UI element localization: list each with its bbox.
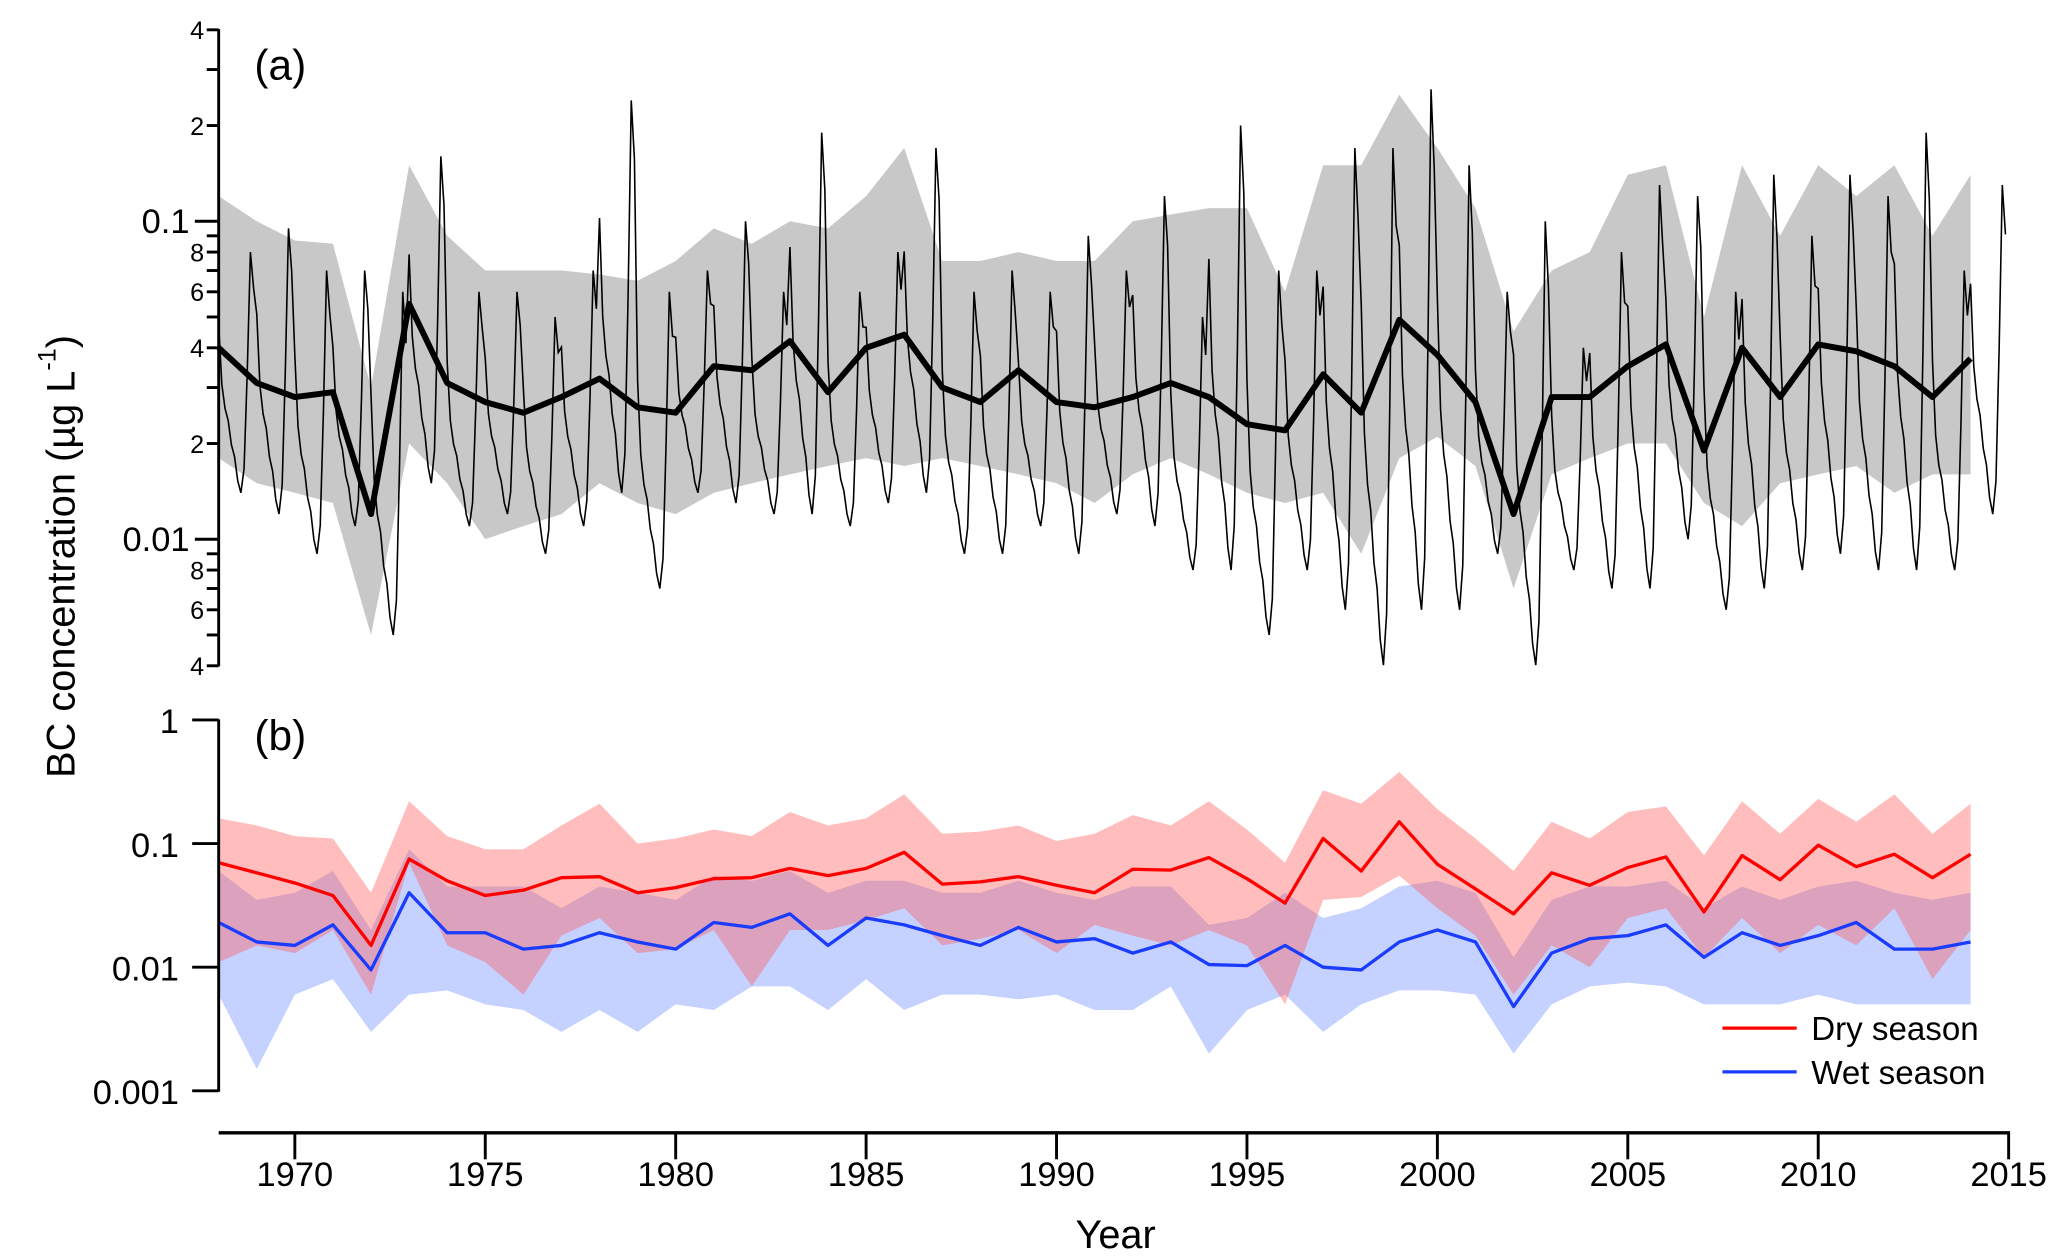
legend: Dry season Wet season — [1722, 1011, 1985, 1092]
panel-b-y-tick-label: 0.001 — [93, 1074, 179, 1112]
x-tick-label: 2010 — [1780, 1156, 1857, 1194]
panel-a-y-tick-label: 6 — [190, 597, 204, 625]
legend-dry-label: Dry season — [1811, 1011, 1978, 1048]
x-tick-label: 1985 — [828, 1156, 905, 1194]
x-tick-label: 2000 — [1399, 1156, 1476, 1194]
panel-a-y-tick-label: 8 — [190, 557, 204, 585]
panel-a-range-band — [218, 94, 1971, 635]
panel-b-line-wet — [217, 891, 1971, 1009]
panel-a-y-tick-label: 0.1 — [142, 203, 190, 241]
panel-a-y-tick-label: 4 — [190, 653, 204, 681]
panel-a-y-tick-label: 8 — [190, 239, 204, 267]
x-tick-label: 2005 — [1589, 1156, 1666, 1194]
x-axis: 1970 1975 1980 1985 1990 1995 2000 2005 2010 2015 — [218, 1131, 2047, 1194]
panel-b-line-dry — [218, 820, 1972, 948]
legend-wet-label: Wet season — [1811, 1055, 1985, 1092]
panel-b-label: (b) — [254, 712, 306, 759]
panel-a-annual-mean-line — [216, 300, 1973, 518]
panel-b-y-tick-label: 0.01 — [112, 950, 179, 988]
x-tick-label: 1970 — [257, 1156, 334, 1194]
x-axis-label: Year — [1075, 1213, 1155, 1257]
x-tick-label: 1980 — [637, 1156, 714, 1194]
panel-b: 1 0.1 0.01 0.001 — [93, 703, 1972, 1112]
y-axis-label: BC concentration (µg L-1) — [34, 335, 84, 778]
panel-a-y-tick-label: 4 — [190, 335, 204, 363]
x-tick-label: 1990 — [1018, 1156, 1095, 1194]
panel-a-monthly-line — [217, 89, 2007, 666]
panel-a-y-tick-label: 2 — [190, 431, 204, 459]
panel-a-y-tick-label: 2 — [190, 113, 204, 141]
x-tick-label: 1995 — [1209, 1156, 1286, 1194]
panel-b-y-tick-label: 0.1 — [131, 827, 179, 865]
panel-b-band-wet — [218, 849, 1971, 1070]
panel-a-y-tick-label: 0.01 — [122, 521, 189, 559]
x-tick-label: 1975 — [447, 1156, 524, 1194]
panel-a-label: (a) — [254, 41, 306, 88]
panel-b-y-tick-label: 1 — [160, 703, 179, 741]
x-tick-label: 2015 — [1970, 1156, 2047, 1194]
panel-a-y-tick-label: 4 — [190, 17, 204, 45]
panel-a-y-tick-label: 6 — [190, 279, 204, 307]
